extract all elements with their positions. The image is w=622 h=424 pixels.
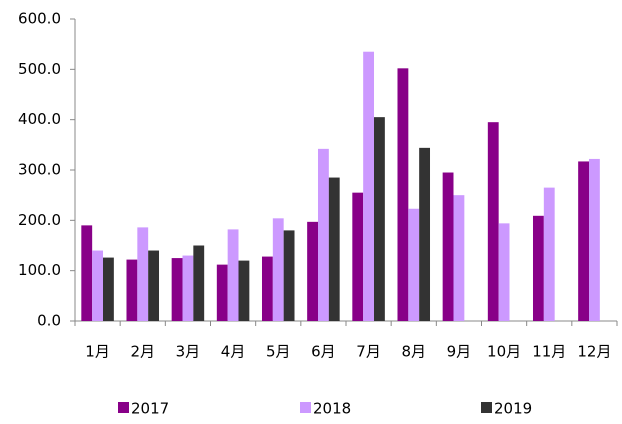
x-tick-label: 2月 bbox=[130, 343, 155, 361]
bar bbox=[317, 148, 329, 321]
bar bbox=[408, 208, 420, 321]
x-tick-label: 9月 bbox=[447, 343, 472, 361]
y-tick-label: 100.0 bbox=[18, 261, 61, 279]
bar bbox=[374, 117, 385, 322]
bar bbox=[498, 223, 510, 321]
y-tick-label: 0.0 bbox=[37, 312, 61, 330]
x-tick-label: 8月 bbox=[401, 343, 426, 361]
x-tick-label: 11月 bbox=[532, 343, 566, 361]
y-tick-label: 200.0 bbox=[18, 211, 61, 229]
x-tick-label: 6月 bbox=[311, 343, 336, 361]
bar bbox=[171, 258, 183, 321]
legend-swatch bbox=[300, 402, 311, 413]
bar bbox=[126, 259, 138, 321]
x-tick-label: 7月 bbox=[356, 343, 381, 361]
bar bbox=[148, 250, 160, 321]
x-tick-label: 12月 bbox=[577, 343, 611, 361]
bar bbox=[352, 192, 364, 321]
y-tick-label: 300.0 bbox=[18, 161, 61, 179]
bar bbox=[216, 264, 228, 321]
legend-label: 2017 bbox=[131, 400, 169, 418]
bar bbox=[487, 122, 499, 321]
bar bbox=[92, 250, 104, 321]
bar bbox=[272, 218, 284, 321]
bar bbox=[363, 51, 375, 321]
bar bbox=[81, 225, 93, 321]
bar bbox=[103, 257, 114, 321]
bar bbox=[328, 177, 340, 321]
x-tick-label: 3月 bbox=[176, 343, 201, 361]
bar bbox=[442, 172, 454, 321]
bar bbox=[193, 245, 205, 321]
x-tick-label: 10月 bbox=[487, 343, 521, 361]
bar bbox=[578, 161, 589, 321]
bar bbox=[238, 260, 250, 321]
bar bbox=[261, 256, 273, 321]
bar bbox=[182, 255, 194, 321]
y-tick-label: 500.0 bbox=[18, 60, 61, 78]
bar bbox=[283, 230, 295, 321]
x-tick-label: 4月 bbox=[221, 343, 246, 361]
bar bbox=[532, 215, 544, 321]
bar bbox=[227, 229, 239, 321]
legend-label: 2019 bbox=[494, 400, 532, 418]
x-tick-label: 1月 bbox=[85, 343, 110, 361]
bar bbox=[543, 187, 555, 321]
legend-label: 2018 bbox=[313, 400, 351, 418]
bar bbox=[419, 147, 431, 321]
bar bbox=[137, 227, 149, 321]
bar bbox=[588, 158, 600, 321]
y-tick-label: 600.0 bbox=[18, 10, 61, 28]
legend-swatch bbox=[118, 402, 129, 413]
bar bbox=[397, 68, 409, 322]
bar bbox=[307, 221, 318, 321]
y-tick-label: 400.0 bbox=[18, 110, 61, 128]
legend-swatch bbox=[481, 402, 492, 413]
x-tick-label: 5月 bbox=[266, 343, 291, 361]
bar bbox=[453, 195, 465, 321]
